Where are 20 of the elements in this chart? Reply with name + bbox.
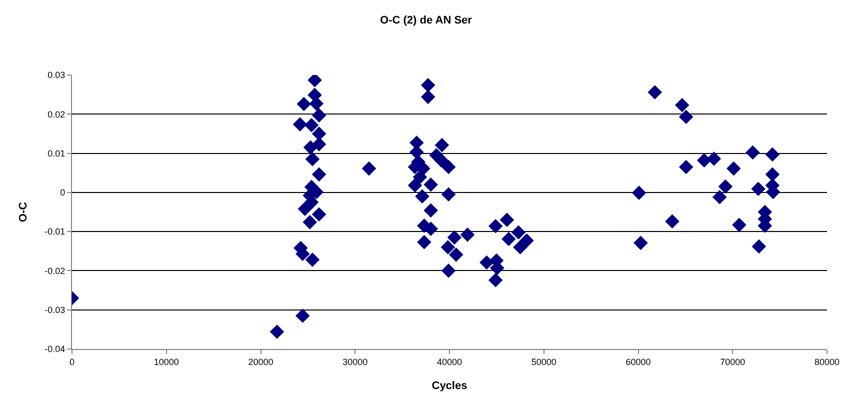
x-tick-label: 40000 bbox=[436, 356, 462, 367]
y-tick-label: 0.03 bbox=[48, 70, 66, 80]
y-axis-title: O-C bbox=[17, 202, 30, 222]
x-tick-label: 20000 bbox=[248, 356, 274, 367]
y-tick-label: 0.02 bbox=[48, 109, 66, 120]
chart-title: O-C (2) de AN Ser bbox=[380, 14, 473, 27]
y-tick-label: -0.04 bbox=[44, 344, 66, 354]
x-tick-label: 80000 bbox=[814, 356, 840, 367]
x-tick-label: 10000 bbox=[154, 356, 179, 367]
y-tick-label: -0.03 bbox=[44, 305, 66, 316]
y-tick-label: -0.01 bbox=[44, 226, 66, 237]
y-tick-label: 0 bbox=[60, 188, 66, 198]
x-axis-title: Cycles bbox=[432, 380, 468, 392]
x-tick-label: 70000 bbox=[720, 356, 746, 367]
x-tick-label: 50000 bbox=[531, 356, 556, 367]
y-tick-label: 0.01 bbox=[48, 148, 66, 158]
x-tick-label: 30000 bbox=[342, 356, 368, 367]
x-tick-label: 0 bbox=[69, 356, 75, 367]
x-tick-label: 60000 bbox=[626, 356, 651, 367]
y-tick-label: -0.02 bbox=[44, 266, 66, 276]
